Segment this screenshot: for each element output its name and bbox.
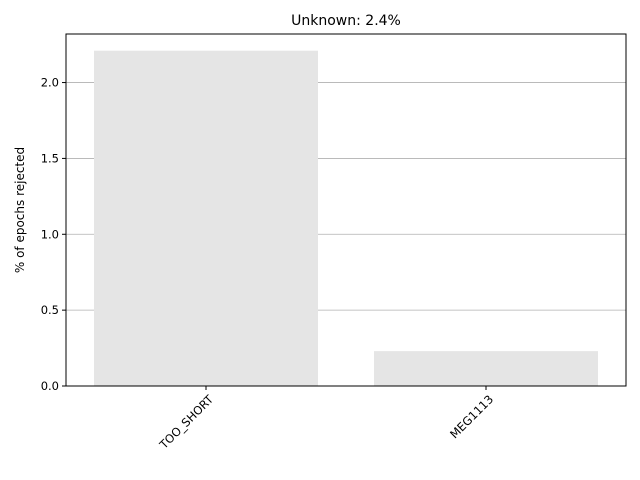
- x-ticks: TOO_SHORT MEG1113: [156, 386, 496, 452]
- bar-meg1113: [374, 351, 598, 386]
- bar-too-short: [94, 50, 318, 386]
- y-tick-label: 0.5: [41, 303, 59, 317]
- axes: [65, 33, 627, 387]
- plot-frame: [65, 33, 627, 387]
- y-axis-label: % of epochs rejected: [13, 147, 27, 273]
- y-ticks: 0.0 0.5 1.0 1.5 2.0: [41, 76, 66, 393]
- y-tick-label: 2.0: [41, 76, 59, 90]
- bars: [94, 50, 598, 386]
- x-tick-label: TOO_SHORT: [156, 392, 217, 453]
- chart-title: Unknown: 2.4%: [291, 13, 401, 29]
- y-tick-label: 0.0: [41, 379, 59, 393]
- y-tick-label: 1.5: [41, 151, 59, 165]
- x-tick-label: MEG1113: [447, 392, 496, 441]
- y-tick-label: 1.0: [41, 227, 59, 241]
